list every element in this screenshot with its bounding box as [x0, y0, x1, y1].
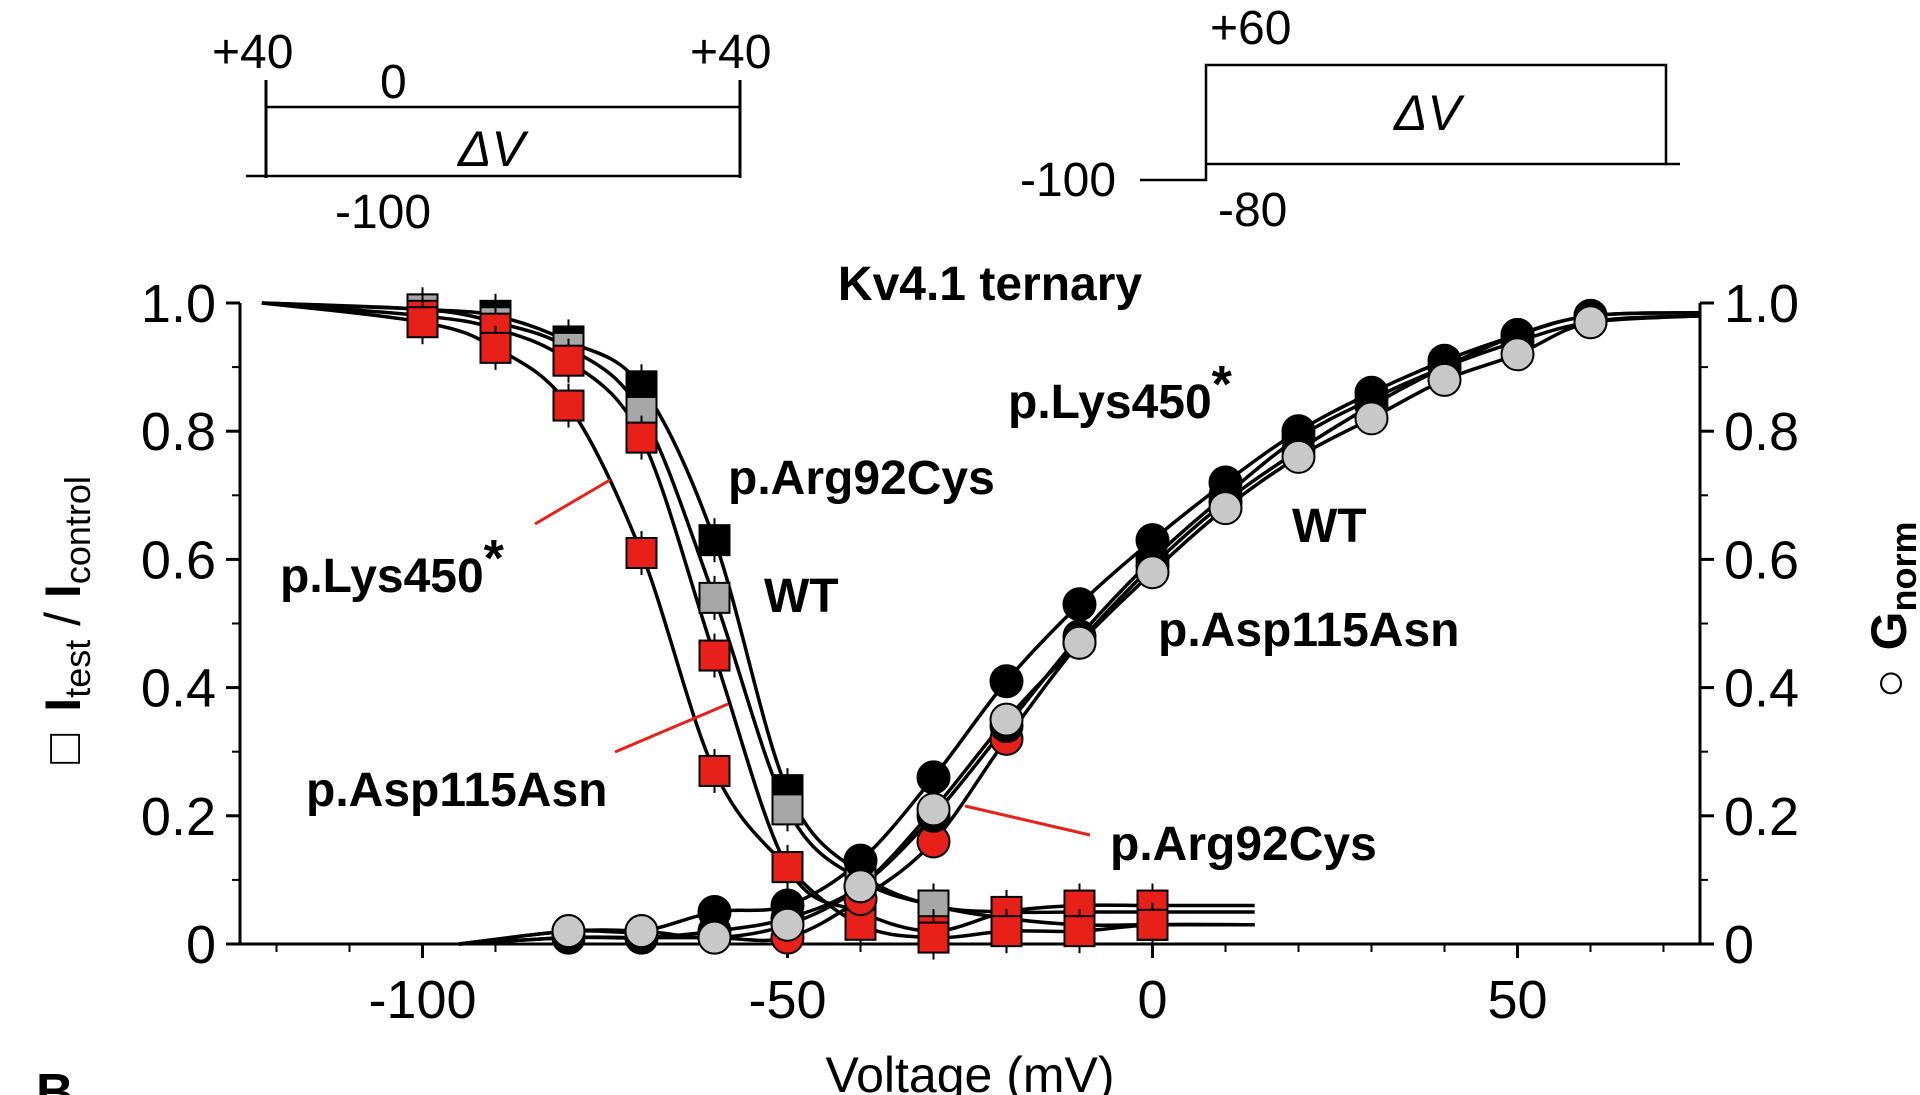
inactivation-protocol: +40 +40 0 -100 ΔV [212, 26, 771, 239]
y-tick-label-left: 0 [186, 915, 216, 975]
proto-inact-test-top: 0 [380, 56, 407, 109]
y-tick-label-right: 1.0 [1724, 274, 1799, 334]
data-points [406, 287, 1608, 960]
data-point-circle [989, 664, 1024, 699]
data-point-square [771, 851, 804, 884]
y-tick-label-left: 1.0 [141, 274, 216, 334]
right-axis-title: ○Gnorm [1861, 521, 1920, 698]
x-axis-title: Voltage (mV) [825, 1047, 1114, 1095]
y-tick-label-left: 0.4 [141, 659, 216, 719]
data-point-square [698, 581, 731, 614]
data-point-square [698, 754, 731, 787]
data-point-circle [1573, 305, 1608, 340]
x-tick-label: 50 [1487, 970, 1547, 1030]
proto-act-hold: -100 [1020, 154, 1116, 207]
panel-letter: B [36, 1064, 74, 1095]
proto-inact-hold-right: +40 [690, 26, 771, 79]
data-point-square [625, 536, 658, 569]
label-lys450-black: p.Lys450* [1008, 356, 1233, 429]
x-tick-label: -50 [748, 970, 826, 1030]
y-tick-label-right: 0.2 [1724, 787, 1799, 847]
proto-inact-step-label: ΔV [457, 121, 530, 177]
data-point-square [552, 389, 585, 422]
proto-inact-box [264, 105, 742, 178]
data-point-circle [551, 914, 586, 949]
plot-axes: -100 -50 0 50 0 0.2 0.4 0.6 0.8 1.0 0 0.2 0.4 0.6 0.8 1… [141, 274, 1799, 1030]
label-arg92cys-red: p.Arg92Cys [1110, 818, 1377, 871]
data-point-square [1136, 908, 1169, 941]
data-point-circle [1062, 587, 1097, 622]
data-point-circle [1500, 337, 1535, 372]
label-wt-inactivation: WT [764, 570, 839, 623]
data-point-circle [916, 760, 951, 795]
y-tick-label-left: 0.8 [141, 402, 216, 462]
data-point-circle [843, 869, 878, 904]
data-point-circle [624, 914, 659, 949]
data-point-circle [989, 702, 1024, 737]
data-point-square [698, 639, 731, 672]
leader-asp115asn-red [614, 702, 729, 754]
proto-inact-test-bottom: -100 [335, 186, 431, 239]
data-point-circle [916, 792, 951, 827]
chart-title: Kv4.1 ternary [838, 258, 1142, 311]
x-tick-label: -100 [368, 970, 476, 1030]
data-point-circle [1135, 555, 1170, 590]
y-tick-label-right: 0.6 [1724, 530, 1799, 590]
label-leaders [534, 478, 1091, 837]
y-tick-label-left: 0.2 [141, 787, 216, 847]
leader-lys450-red [534, 478, 611, 526]
label-wt-activation: WT [1292, 500, 1367, 553]
proto-inact-hold-left: +40 [212, 26, 293, 79]
fit-curves [261, 301, 1701, 946]
proto-act-step [1140, 63, 1680, 182]
x-tick-label: 0 [1137, 970, 1167, 1030]
data-point-circle [1281, 439, 1316, 474]
data-point-circle [1427, 362, 1462, 397]
proto-act-bottom: -80 [1218, 184, 1287, 237]
data-point-square [917, 921, 950, 954]
data-point-square [698, 524, 731, 557]
data-point-square [552, 344, 585, 377]
label-asp115asn-red: p.Asp115Asn [306, 764, 607, 817]
y-tick-label-right: 0.8 [1724, 402, 1799, 462]
data-point-square [1063, 915, 1096, 948]
label-asp115asn-black: p.Asp115Asn [1158, 604, 1459, 657]
leader-arg92cys-red [964, 804, 1091, 837]
label-arg92cys-black: p.Arg92Cys [728, 452, 995, 505]
data-point-square [771, 793, 804, 826]
data-point-square [479, 331, 512, 364]
data-point-circle [697, 920, 732, 955]
data-point-square [990, 915, 1023, 948]
axis-ticks: -100 -50 0 50 0 0.2 0.4 0.6 0.8 1.0 0 0.2 0.4 0.6 0.8 1… [141, 274, 1799, 1030]
y-tick-label-right: 0.4 [1724, 659, 1799, 719]
activation-protocol: +60 -100 -80 ΔV [1020, 2, 1680, 237]
data-point-circle [1062, 625, 1097, 660]
label-lys450-red: p.Lys450* [280, 530, 505, 603]
data-point-circle [770, 907, 805, 942]
y-tick-label-left: 0.6 [141, 530, 216, 590]
left-axis-title: □Itest / Icontrol [35, 476, 98, 764]
proto-act-top: +60 [1210, 2, 1291, 55]
y-tick-label-right: 0 [1724, 915, 1754, 975]
proto-act-step-label: ΔV [1393, 85, 1466, 141]
data-point-square [406, 306, 439, 339]
data-point-square [625, 421, 658, 454]
data-point-circle [1354, 401, 1389, 436]
data-point-circle [1208, 491, 1243, 526]
